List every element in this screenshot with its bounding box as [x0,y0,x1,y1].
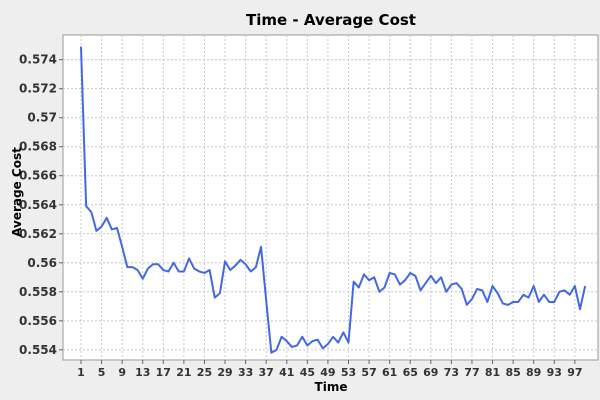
x-tick-label: 89 [526,366,541,379]
x-tick-label: 37 [259,366,274,379]
y-axis: 0.554 0.556 0.558 0.56 0.562 0.564 0.566 0.568 0… [19,53,63,357]
x-tick-label: 81 [485,366,500,379]
x-tick-label: 77 [464,366,479,379]
x-tick-label: 5 [98,366,106,379]
plot-area [62,34,599,361]
x-tick-label: 97 [567,366,582,379]
series-line [80,46,587,354]
y-tick-label: 0.562 [19,227,57,241]
x-tick-label: 61 [382,366,397,379]
x-tick-label: 29 [217,366,232,379]
y-tick-label: 0.572 [19,82,57,96]
x-tick-label: 49 [320,366,335,379]
y-tick-label: 0.574 [19,53,57,67]
y-tick-label: 0.554 [19,343,57,357]
grid-layer [63,35,598,360]
y-tick-label: 0.566 [19,169,57,183]
x-tick-label: 65 [403,366,418,379]
x-axis: 1 5 9 13 17 21 25 29 33 37 41 45 49 53 57 61 65 69 73 77 81 8… [77,360,583,379]
y-tick-label: 0.556 [19,314,57,328]
x-tick-label: 45 [300,366,315,379]
y-tick-label: 0.56 [27,256,57,270]
x-tick-label: 1 [77,366,85,379]
x-tick-label: 85 [505,366,520,379]
y-tick-label: 0.558 [19,285,57,299]
x-tick-label: 9 [118,366,126,379]
x-tick-label: 53 [341,366,356,379]
y-tick-label: 0.568 [19,140,57,154]
chart-title: Time - Average Cost [246,11,416,29]
y-tick-label: 0.564 [19,198,57,212]
x-tick-label: 69 [423,366,438,379]
x-tick-label: 41 [279,366,294,379]
x-tick-label: 57 [361,366,376,379]
series-layer [80,46,587,354]
y-tick-label: 0.57 [27,111,57,125]
x-tick-label: 73 [444,366,459,379]
x-tick-label: 13 [135,366,150,379]
y-axis-label: Average Cost [10,147,24,237]
x-axis-label: Time [315,380,348,394]
x-tick-label: 21 [176,366,191,379]
x-tick-label: 33 [238,366,253,379]
x-tick-label: 17 [156,366,171,379]
x-tick-label: 25 [197,366,212,379]
x-tick-label: 93 [547,366,562,379]
